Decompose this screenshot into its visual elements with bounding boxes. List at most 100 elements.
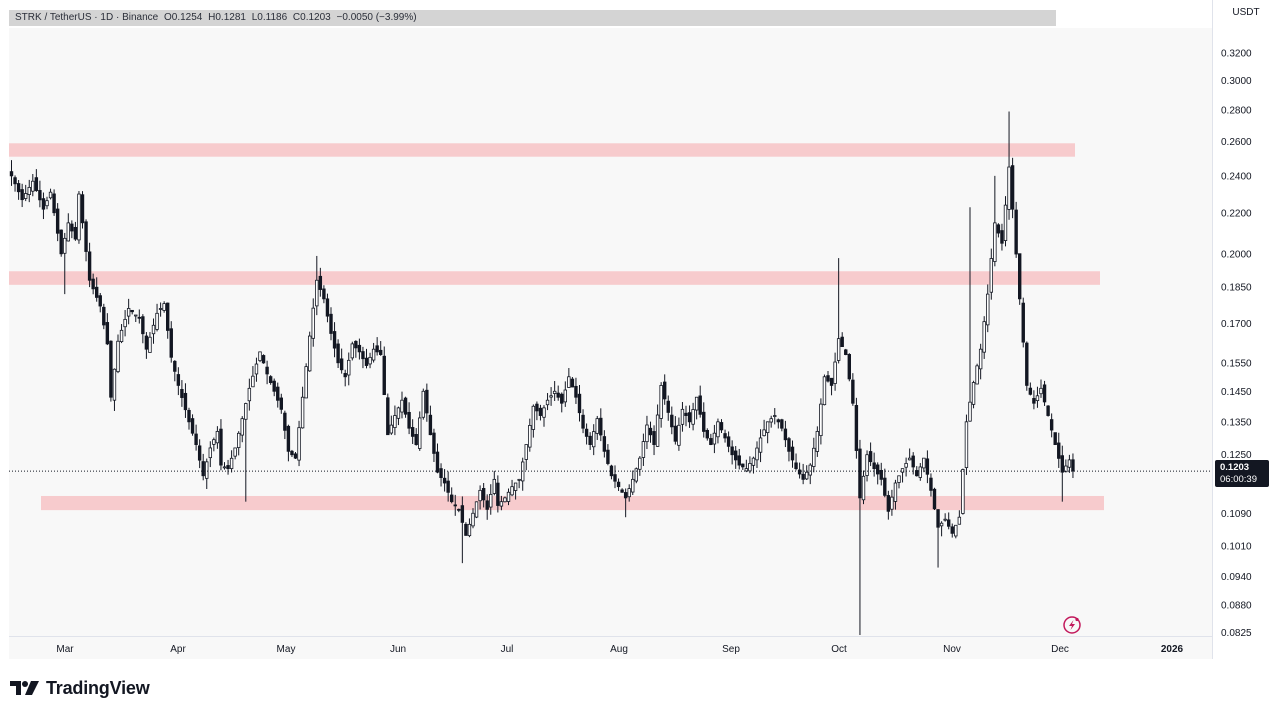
- resistance-zone-middle[interactable]: [9, 271, 1100, 285]
- candle-body: [435, 451, 440, 473]
- candle-body: [59, 229, 63, 255]
- candle-body: [1042, 384, 1047, 403]
- candle: [180, 380, 184, 407]
- candle-body: [407, 411, 411, 429]
- candle-body: [648, 427, 653, 436]
- candle-body: [560, 393, 564, 404]
- candle: [389, 415, 394, 435]
- candle-body: [357, 344, 362, 353]
- candle: [396, 406, 401, 426]
- candle-body: [13, 177, 17, 185]
- candle-body: [890, 496, 894, 510]
- tradingview-brand[interactable]: TradingView: [10, 676, 150, 700]
- candle: [446, 471, 450, 502]
- candle-body: [290, 450, 294, 456]
- candle-body: [638, 457, 642, 470]
- candle: [87, 242, 92, 288]
- candle-body: [659, 385, 663, 419]
- candle: [844, 348, 848, 356]
- time-axis-label: Sep: [722, 644, 740, 655]
- candle-body: [158, 308, 163, 310]
- flash-icon[interactable]: [1063, 616, 1081, 634]
- candle: [290, 449, 294, 457]
- candle-body: [485, 500, 489, 510]
- time-axis-label: Nov: [943, 644, 961, 655]
- candle: [112, 368, 117, 411]
- candle: [929, 473, 933, 497]
- candle-body: [737, 455, 741, 466]
- candle-body: [907, 457, 912, 461]
- candle: [584, 423, 589, 445]
- candle-body: [332, 331, 337, 349]
- candle: [904, 457, 908, 477]
- candle-body: [442, 477, 447, 484]
- candle: [23, 184, 28, 202]
- candle: [364, 348, 369, 369]
- candle-body: [829, 377, 834, 386]
- candle-body: [55, 208, 60, 234]
- candle-body: [716, 421, 720, 438]
- candle-body: [865, 454, 869, 476]
- candle: [687, 405, 692, 428]
- candle-body: [883, 477, 887, 496]
- candle-body: [428, 414, 433, 436]
- candle-body: [801, 473, 805, 480]
- candle-body: [489, 493, 493, 508]
- candle: [858, 439, 862, 635]
- candle-body: [588, 435, 592, 445]
- candle: [55, 203, 60, 242]
- candle-body: [616, 481, 621, 488]
- candle-body: [258, 351, 262, 362]
- candle-body: [709, 438, 713, 445]
- candle-body: [840, 336, 844, 348]
- currency-label[interactable]: USDT: [1232, 7, 1260, 18]
- candle-body: [606, 449, 610, 464]
- candle: [567, 368, 571, 388]
- candle-body: [471, 512, 475, 527]
- symbol-title[interactable]: STRK / TetherUS · 1D · Binance: [15, 12, 159, 23]
- resistance-zone-upper[interactable]: [9, 143, 1075, 157]
- candle: [325, 293, 330, 323]
- candle: [215, 426, 220, 449]
- candle: [574, 377, 578, 404]
- candle: [354, 340, 358, 358]
- candle-body: [48, 191, 53, 199]
- candle: [378, 341, 383, 356]
- candle-body: [350, 343, 354, 359]
- candle-body: [982, 321, 986, 353]
- candle: [886, 490, 891, 520]
- candle: [620, 488, 624, 493]
- price-axis-label: 0.0940: [1221, 572, 1252, 583]
- candle-body: [144, 335, 149, 350]
- candle-body: [492, 478, 496, 494]
- candle-body: [77, 193, 81, 241]
- candle-body: [329, 313, 333, 334]
- price-axis-label: 0.1010: [1221, 541, 1252, 552]
- candle-body: [226, 465, 230, 470]
- candle-body: [1035, 395, 1040, 402]
- candle: [368, 352, 372, 369]
- support-zone[interactable]: [41, 495, 1104, 511]
- candle-body: [155, 312, 159, 330]
- candle: [268, 375, 273, 385]
- open-value: O0.1254: [163, 12, 203, 23]
- candle: [648, 421, 653, 443]
- candle: [819, 398, 823, 445]
- candle: [663, 374, 667, 405]
- candle: [577, 385, 582, 422]
- candle-body: [790, 446, 795, 461]
- candle: [343, 369, 347, 387]
- candle-body: [165, 302, 170, 331]
- candle: [297, 420, 301, 467]
- candle-body: [975, 365, 979, 385]
- candle: [9, 160, 14, 186]
- candle: [116, 334, 120, 374]
- candle: [694, 396, 699, 420]
- tradingview-logo-icon: [10, 681, 39, 695]
- candle-body: [382, 355, 386, 396]
- candle-body: [354, 340, 358, 349]
- candle-body: [538, 407, 543, 416]
- candle-body: [517, 478, 521, 481]
- candle: [197, 439, 202, 469]
